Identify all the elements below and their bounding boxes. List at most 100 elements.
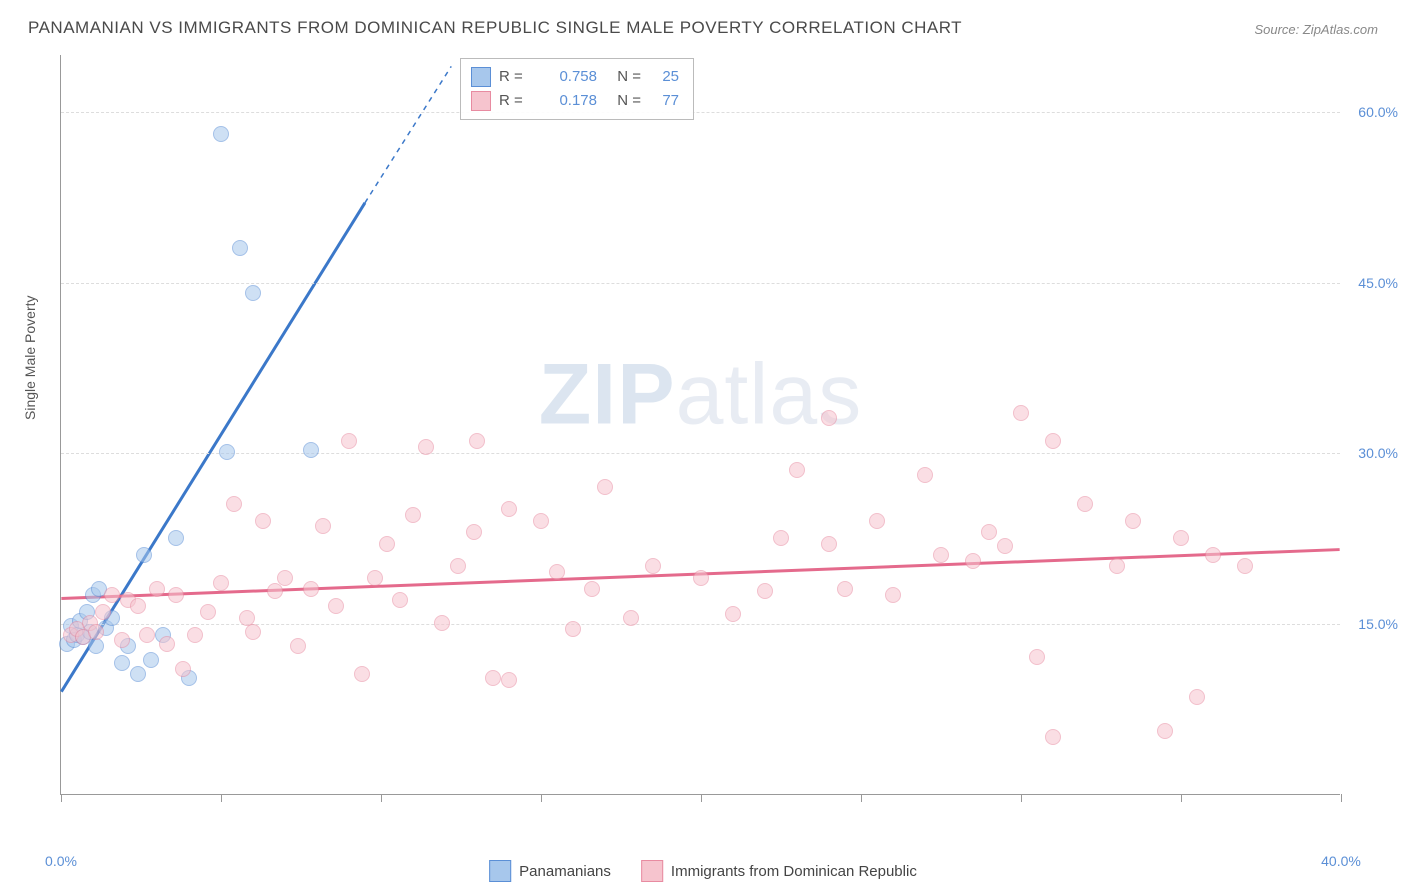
data-point	[501, 672, 517, 688]
x-tick	[701, 794, 702, 802]
data-point	[1045, 729, 1061, 745]
y-tick-label: 15.0%	[1358, 616, 1398, 632]
gridline	[61, 283, 1340, 284]
data-point	[245, 624, 261, 640]
data-point	[290, 638, 306, 654]
data-point	[1189, 689, 1205, 705]
data-point	[450, 558, 466, 574]
data-point	[485, 670, 501, 686]
data-point	[405, 507, 421, 523]
x-tick	[1341, 794, 1342, 802]
legend-swatch-b	[471, 91, 491, 111]
data-point	[1013, 405, 1029, 421]
correlation-legend: R = 0.758 N = 25 R = 0.178 N = 77	[460, 58, 694, 120]
data-point	[136, 547, 152, 563]
n-label: N =	[605, 65, 641, 89]
x-tick	[221, 794, 222, 802]
data-point	[693, 570, 709, 586]
data-point	[789, 462, 805, 478]
data-point	[104, 587, 120, 603]
data-point	[213, 126, 229, 142]
data-point	[267, 583, 283, 599]
legend-label-b: Immigrants from Dominican Republic	[671, 863, 917, 880]
data-point	[533, 513, 549, 529]
data-point	[143, 652, 159, 668]
x-tick-label: 40.0%	[1321, 853, 1361, 869]
legend-item-a: Panamanians	[489, 860, 611, 882]
data-point	[149, 581, 165, 597]
data-point	[341, 433, 357, 449]
data-point	[245, 285, 261, 301]
r-value-b: 0.178	[539, 89, 597, 113]
data-point	[469, 433, 485, 449]
legend-row-series-a: R = 0.758 N = 25	[471, 65, 679, 89]
data-point	[213, 575, 229, 591]
data-point	[501, 501, 517, 517]
r-label: R =	[499, 65, 531, 89]
y-axis-label: Single Male Poverty	[22, 295, 38, 420]
watermark-text: ZIPatlas	[539, 345, 862, 444]
data-point	[965, 553, 981, 569]
data-point	[277, 570, 293, 586]
data-point	[168, 530, 184, 546]
data-point	[1125, 513, 1141, 529]
data-point	[392, 592, 408, 608]
data-point	[869, 513, 885, 529]
data-point	[175, 661, 191, 677]
data-point	[565, 621, 581, 637]
data-point	[95, 604, 111, 620]
data-point	[1109, 558, 1125, 574]
y-tick-label: 45.0%	[1358, 275, 1398, 291]
legend-swatch-a2	[489, 860, 511, 882]
data-point	[130, 598, 146, 614]
data-point	[1237, 558, 1253, 574]
trendline-dashed	[365, 66, 451, 202]
data-point	[1029, 649, 1045, 665]
legend-swatch-b2	[641, 860, 663, 882]
trendlines-svg	[61, 55, 1340, 794]
data-point	[1157, 723, 1173, 739]
legend-item-b: Immigrants from Dominican Republic	[641, 860, 917, 882]
data-point	[255, 513, 271, 529]
x-tick-label: 0.0%	[45, 853, 77, 869]
data-point	[623, 610, 639, 626]
data-point	[1077, 496, 1093, 512]
data-point	[821, 410, 837, 426]
data-point	[232, 240, 248, 256]
x-tick	[541, 794, 542, 802]
legend-row-series-b: R = 0.178 N = 77	[471, 89, 679, 113]
n-value-b: 77	[649, 89, 679, 113]
series-legend: Panamanians Immigrants from Dominican Re…	[489, 860, 917, 882]
data-point	[981, 524, 997, 540]
r-value-a: 0.758	[539, 65, 597, 89]
data-point	[114, 632, 130, 648]
data-point	[219, 444, 235, 460]
x-tick	[381, 794, 382, 802]
data-point	[159, 636, 175, 652]
data-point	[367, 570, 383, 586]
data-point	[997, 538, 1013, 554]
watermark-zip: ZIP	[539, 346, 676, 442]
data-point	[725, 606, 741, 622]
data-point	[434, 615, 450, 631]
chart-title: PANAMANIAN VS IMMIGRANTS FROM DOMINICAN …	[28, 18, 962, 38]
data-point	[597, 479, 613, 495]
data-point	[303, 442, 319, 458]
data-point	[933, 547, 949, 563]
data-point	[130, 666, 146, 682]
data-point	[418, 439, 434, 455]
legend-swatch-a	[471, 67, 491, 87]
data-point	[549, 564, 565, 580]
y-tick-label: 60.0%	[1358, 104, 1398, 120]
data-point	[354, 666, 370, 682]
data-point	[303, 581, 319, 597]
gridline	[61, 112, 1340, 113]
data-point	[315, 518, 331, 534]
data-point	[757, 583, 773, 599]
legend-label-a: Panamanians	[519, 863, 611, 880]
data-point	[226, 496, 242, 512]
data-point	[773, 530, 789, 546]
data-point	[885, 587, 901, 603]
y-tick-label: 30.0%	[1358, 445, 1398, 461]
x-tick	[861, 794, 862, 802]
